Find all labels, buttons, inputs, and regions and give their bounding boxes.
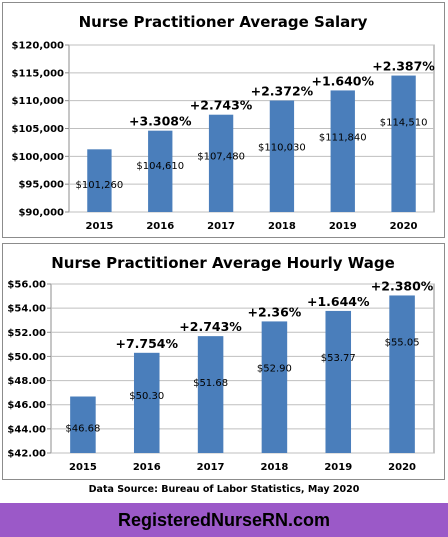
bar-2020 <box>389 295 415 453</box>
bar-value-label: $53.77 <box>321 353 356 364</box>
bar-2019 <box>330 90 355 212</box>
bar-value-label: $114,510 <box>380 118 428 129</box>
data-source-note: Data Source: Bureau of Labor Statistics,… <box>88 484 360 495</box>
x-tick-label: 2019 <box>329 221 357 232</box>
x-tick-label: 2019 <box>324 462 352 473</box>
bar-value-label: $55.05 <box>385 337 420 348</box>
bar-2017 <box>197 336 224 453</box>
site-footer-banner[interactable]: RegisteredNurseRN.com <box>0 503 448 537</box>
y-tick-label: $48.00 <box>7 376 46 387</box>
percent-change-label: +2.743% <box>179 319 242 334</box>
percent-change-label: +2.387% <box>372 59 435 74</box>
bar-value-label: $101,260 <box>76 180 124 191</box>
site-url[interactable]: RegisteredNurseRN.com <box>117 509 331 530</box>
bar-2016 <box>133 352 160 453</box>
y-tick-label: $56.00 <box>7 280 46 291</box>
y-tick-label: $95,000 <box>18 180 64 191</box>
bar-value-label: $50.30 <box>129 391 164 402</box>
percent-change-label: +3.308% <box>129 114 192 129</box>
x-tick-label: 2015 <box>69 462 97 473</box>
bar-value-label: $51.68 <box>193 378 228 389</box>
bar-2017 <box>208 114 234 212</box>
salary-chart: Nurse Practitioner Average Salary $90,000… <box>11 13 435 232</box>
y-tick-label: $100,000 <box>11 152 64 163</box>
percent-change-label: +7.754% <box>115 336 178 351</box>
x-tick-label: 2016 <box>146 221 174 232</box>
y-tick-label: $105,000 <box>11 124 64 135</box>
x-tick-label: 2017 <box>197 462 225 473</box>
x-tick-label: 2020 <box>390 221 418 232</box>
hourly-wage-chart: Nurse Practitioner Average Hourly Wage $4… <box>7 254 435 473</box>
y-tick-label: $50.00 <box>7 352 46 363</box>
percent-change-label: +2.380% <box>371 278 434 293</box>
bar-value-label: $104,610 <box>136 161 184 172</box>
bar-value-label: $110,030 <box>258 142 306 153</box>
bar-2018 <box>269 100 295 212</box>
bar-2020 <box>391 75 416 212</box>
y-tick-label: $54.00 <box>7 304 46 315</box>
salary-chart-panel: Nurse Practitioner Average Salary $90,000… <box>2 2 445 238</box>
x-tick-label: 2015 <box>85 221 113 232</box>
bar-2015 <box>70 396 96 453</box>
y-tick-label: $46.00 <box>7 400 46 411</box>
y-tick-label: $115,000 <box>11 68 64 79</box>
y-tick-label: $90,000 <box>18 208 64 219</box>
chart-title: Nurse Practitioner Average Salary <box>79 13 368 31</box>
bar-2019 <box>325 310 352 453</box>
bar-2016 <box>148 130 173 212</box>
bar-2015 <box>87 149 112 212</box>
percent-change-label: +2.743% <box>190 98 253 113</box>
chart-title: Nurse Practitioner Average Hourly Wage <box>51 254 395 272</box>
y-tick-label: $120,000 <box>11 41 64 52</box>
bar-2018 <box>261 321 288 453</box>
percent-change-label: +2.36% <box>247 304 301 319</box>
x-tick-label: 2017 <box>207 221 235 232</box>
x-tick-label: 2020 <box>388 462 416 473</box>
x-tick-label: 2018 <box>260 462 288 473</box>
bar-value-label: $111,840 <box>319 132 367 143</box>
percent-change-label: +1.640% <box>311 73 374 88</box>
y-tick-label: $42.00 <box>7 449 46 460</box>
percent-change-label: +2.372% <box>251 83 314 98</box>
y-tick-label: $110,000 <box>11 96 64 107</box>
bar-value-label: $52.90 <box>257 363 292 374</box>
plot-area-frame <box>50 283 435 454</box>
x-tick-label: 2016 <box>133 462 161 473</box>
bar-value-label: $107,480 <box>197 152 245 163</box>
y-tick-label: $52.00 <box>7 328 46 339</box>
percent-change-label: +1.644% <box>307 294 370 309</box>
hourly-wage-chart-panel: Nurse Practitioner Average Hourly Wage $4… <box>2 243 445 480</box>
bar-value-label: $46.68 <box>65 424 100 435</box>
x-tick-label: 2018 <box>268 221 296 232</box>
y-tick-label: $44.00 <box>7 424 46 435</box>
